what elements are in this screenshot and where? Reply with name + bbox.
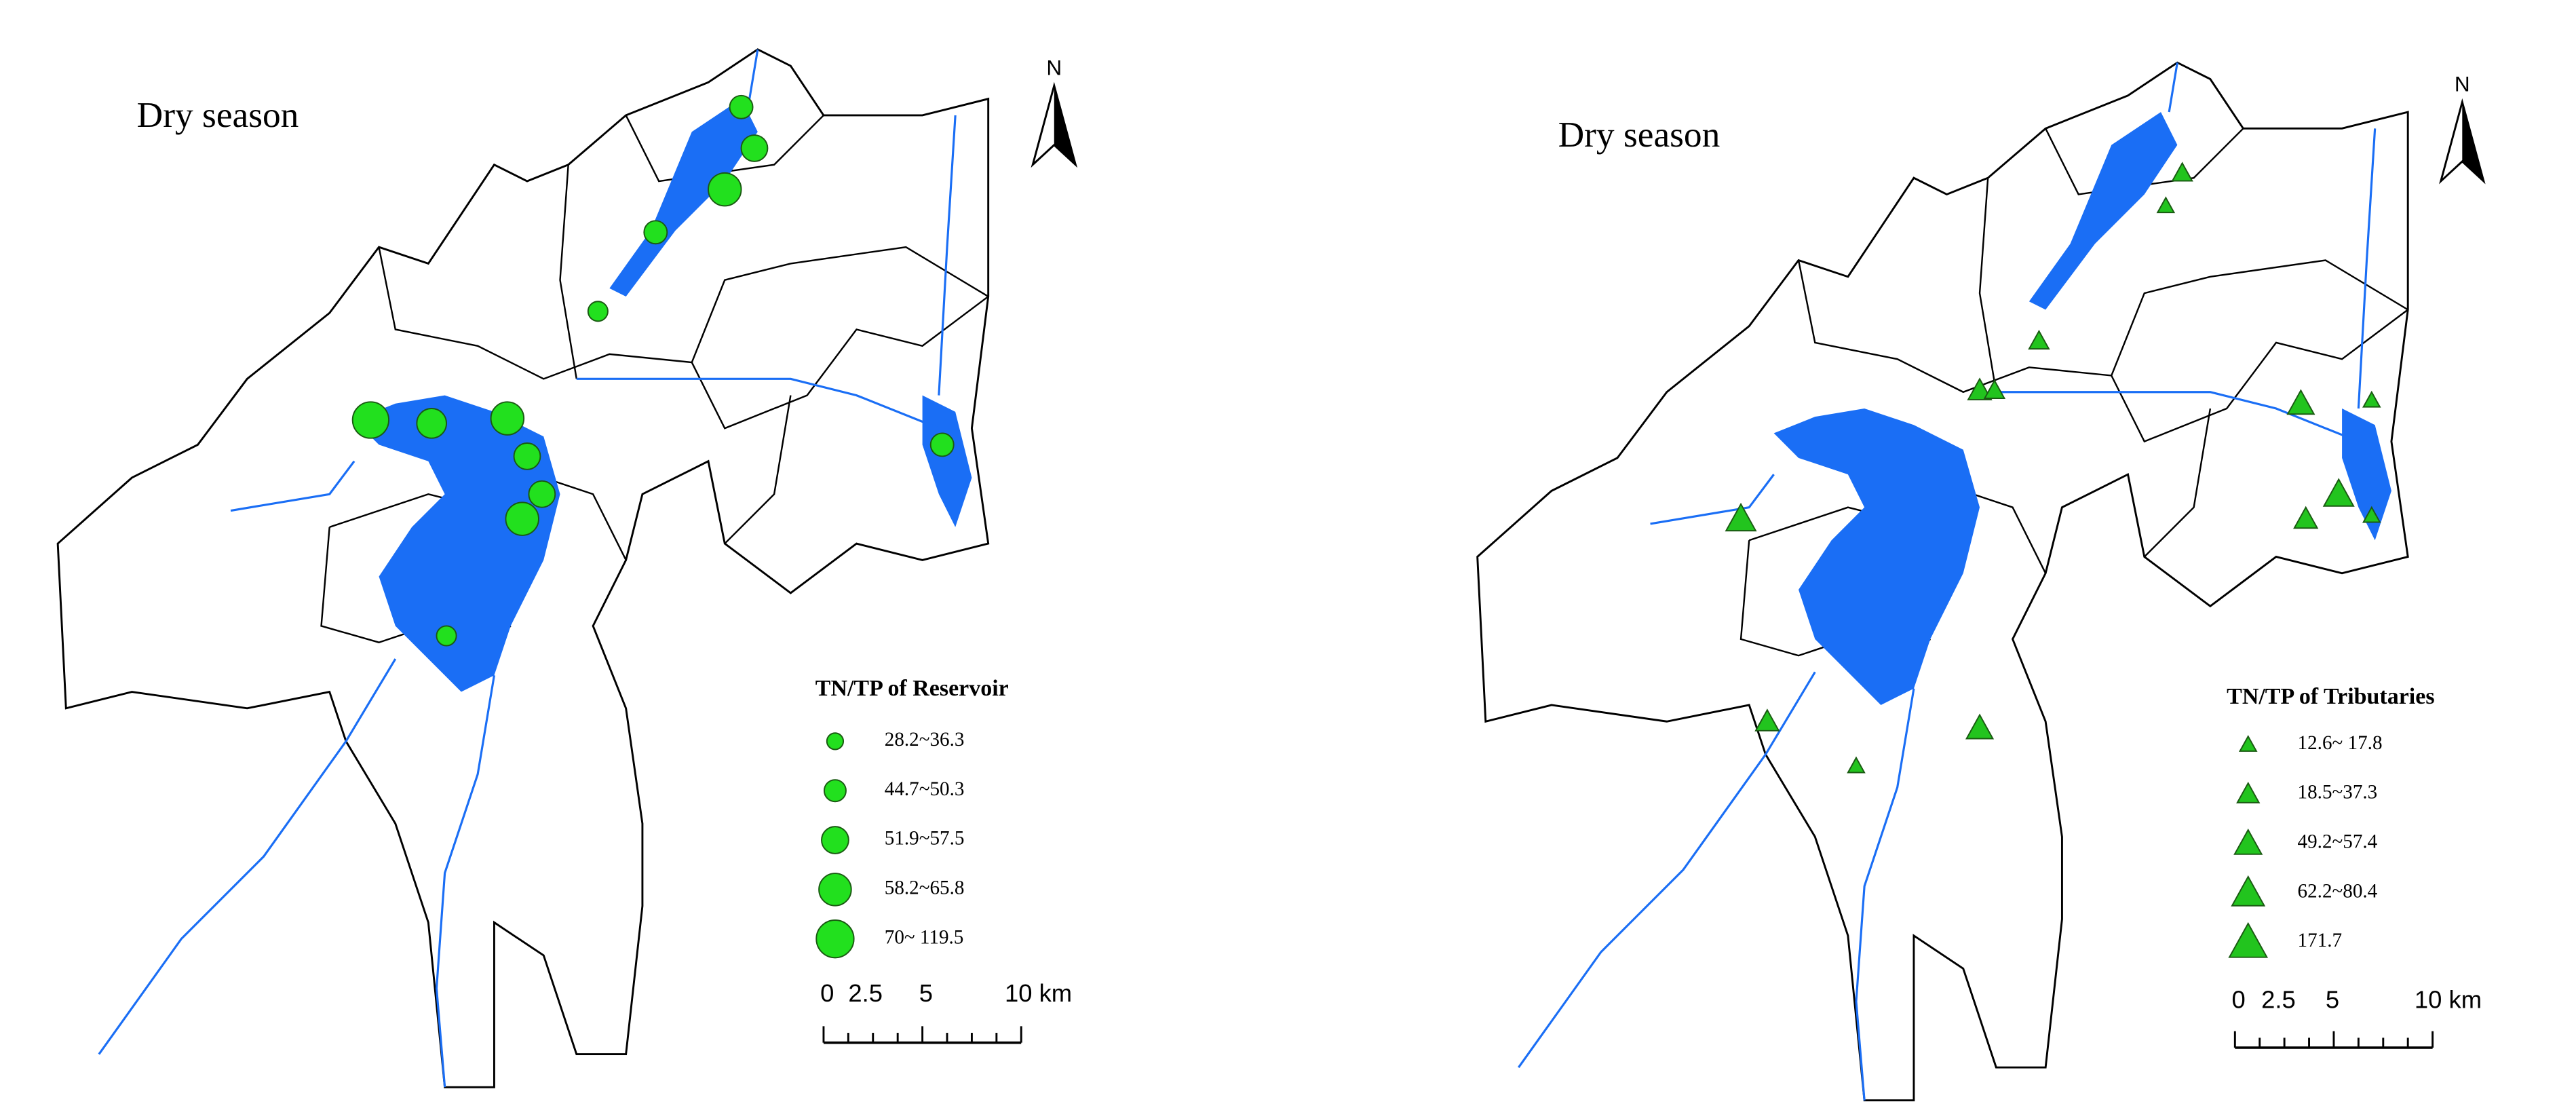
legend-label: 62.2~80.4 xyxy=(2298,880,2378,902)
sample-site xyxy=(1967,377,1993,400)
scale-label: 5 xyxy=(919,979,933,1007)
sample-site xyxy=(2286,389,2315,415)
sample-site xyxy=(505,501,539,536)
scale-label: 0 xyxy=(2231,986,2245,1014)
sample-site xyxy=(513,442,541,470)
legend-symbol xyxy=(2231,875,2266,907)
legend-symbol xyxy=(823,779,847,803)
scale-label: 2.5 xyxy=(2261,986,2296,1014)
legend-symbol xyxy=(2238,735,2258,752)
scale-label: 5 xyxy=(2326,986,2339,1014)
legend-symbol xyxy=(826,732,845,750)
scale-label: 10 km xyxy=(2415,986,2482,1014)
north-label: N xyxy=(1046,55,1062,79)
sample-site xyxy=(436,625,457,647)
legend-label: 49.2~57.4 xyxy=(2298,831,2378,853)
legend-symbol xyxy=(2233,828,2263,855)
sample-site xyxy=(729,94,754,119)
sample-site xyxy=(1725,502,1757,532)
scale-label: 2.5 xyxy=(848,979,883,1007)
legend-label: 58.2~65.8 xyxy=(885,877,965,899)
sample-site xyxy=(643,220,668,245)
legend-label: 28.2~36.3 xyxy=(885,729,965,750)
legend-label: 44.7~50.3 xyxy=(885,778,965,800)
scale-label: 0 xyxy=(820,979,834,1007)
panel-title: Dry season xyxy=(1558,114,1720,155)
sample-site xyxy=(1965,713,1995,740)
sample-site xyxy=(708,172,742,207)
legend-symbol xyxy=(2228,922,2269,958)
sample-site xyxy=(1847,756,1866,774)
legend-symbol xyxy=(821,826,849,854)
legend-title: TN/TP of Reservoir xyxy=(815,676,1009,701)
sample-site xyxy=(2322,478,2355,507)
legend-symbol xyxy=(2236,782,2261,803)
legend-title: TN/TP of Tributaries xyxy=(2227,684,2434,709)
sample-site xyxy=(1983,379,2006,399)
basemap-right xyxy=(1476,61,2409,1102)
sample-site xyxy=(2293,506,2319,529)
overlay: Dry season N TN/TP of Reservoir 28.2~36.3 44… xyxy=(137,55,2486,1049)
legend-label: 12.6~ 17.8 xyxy=(2298,732,2383,754)
sample-site xyxy=(2171,162,2193,182)
sample-site xyxy=(740,134,769,162)
sample-site xyxy=(2362,390,2381,408)
legend-symbol xyxy=(815,919,855,959)
sample-site xyxy=(2156,196,2176,214)
sample-site xyxy=(587,301,609,322)
scale-label: 10 km xyxy=(1005,979,1072,1007)
panel-title: Dry season xyxy=(137,94,299,135)
sample-site xyxy=(2362,506,2381,523)
sample-site xyxy=(2028,329,2050,350)
sample-site xyxy=(1754,708,1780,732)
north-arrow-fill xyxy=(2462,102,2484,182)
sample-site xyxy=(351,401,390,439)
legend-label: 18.5~37.3 xyxy=(2298,782,2378,803)
sample-site xyxy=(528,480,556,508)
sample-site xyxy=(416,408,448,439)
legend-label: 51.9~57.5 xyxy=(885,828,965,850)
legend-label: 70~ 119.5 xyxy=(885,926,964,948)
legend-label: 171.7 xyxy=(2298,930,2343,951)
sample-site xyxy=(490,401,525,436)
north-label: N xyxy=(2455,72,2470,96)
legend-symbol xyxy=(818,873,852,907)
sample-site xyxy=(929,432,955,457)
